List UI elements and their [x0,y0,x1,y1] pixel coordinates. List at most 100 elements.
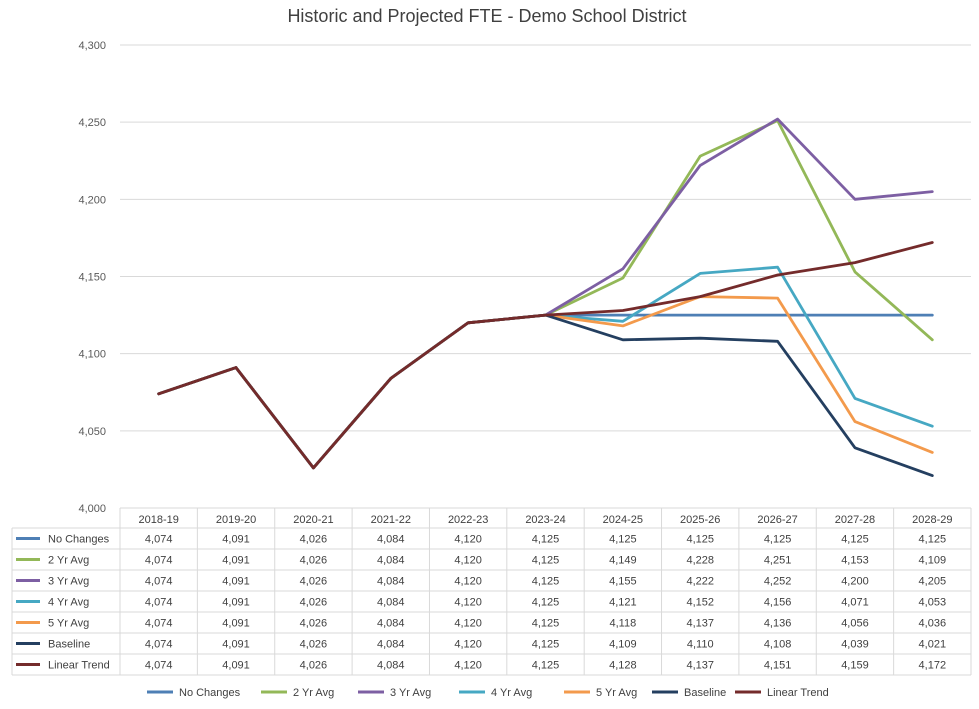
table-cell: 4,149 [609,555,637,567]
table-cell: 4,026 [300,660,328,672]
table-cell: 4,125 [686,534,714,546]
series-line [157,313,934,470]
legend-label: Baseline [684,687,726,699]
legend-label: Linear Trend [767,687,829,699]
y-tick-label: 4,000 [78,503,106,515]
table-cell: 4,091 [222,597,250,609]
y-tick-label: 4,200 [78,194,106,206]
x-tick-label: 2025-26 [680,514,720,526]
table-cell: 4,136 [764,618,792,630]
table-cell: 4,120 [454,555,482,567]
table-cell: 4,026 [300,618,328,630]
table-cell: 4,074 [145,576,173,588]
x-tick-label: 2028-29 [912,514,952,526]
table-cell: 4,091 [222,576,250,588]
x-tick-label: 2023-24 [525,514,565,526]
table-cell: 4,125 [532,618,560,630]
x-tick-label: 2024-25 [603,514,643,526]
table-cell: 4,071 [841,597,869,609]
table-cell: 4,084 [377,576,405,588]
legend: No Changes 2 Yr Avg 3 Yr Avg 4 Yr Avg 5 Yr A… [147,687,829,699]
table-cell: 4,108 [764,639,792,651]
table-cell: 4,137 [686,660,714,672]
legend-label: 2 Yr Avg [293,687,334,699]
table-cell: 4,021 [919,639,947,651]
table-series-name: Linear Trend [48,660,110,672]
table-cell: 4,084 [377,618,405,630]
legend-label: No Changes [179,687,241,699]
table-cell: 4,125 [919,534,947,546]
table-cell: 4,110 [687,639,714,651]
table-cell: 4,155 [609,576,637,588]
y-tick-label: 4,150 [78,272,106,284]
table-cell: 4,205 [919,576,947,588]
series-line [157,241,934,470]
table-cell: 4,252 [764,576,792,588]
x-tick-label: 2022-23 [448,514,488,526]
table-cell: 4,091 [222,555,250,567]
y-axis-ticks: 4,000 4,050 4,100 4,150 4,200 4,250 4,300 [78,40,106,515]
table-cell: 4,200 [841,576,869,588]
table-cell: 4,091 [222,618,250,630]
table-cell: 4,091 [222,639,250,651]
table-cell: 4,125 [532,597,560,609]
table-cell: 4,109 [919,555,947,567]
table-cell: 4,091 [222,660,250,672]
table-cell: 4,109 [609,639,637,651]
y-tick-label: 4,100 [78,349,106,361]
table-cell: 4,084 [377,639,405,651]
table-cell: 4,125 [841,534,869,546]
series-line [157,295,934,470]
table-cell: 4,120 [454,597,482,609]
series-line [157,265,934,470]
table-cell: 4,125 [532,534,560,546]
chart-title: Historic and Projected FTE - Demo School… [287,6,686,26]
table-series-name: Baseline [48,639,90,651]
table-cell: 4,137 [686,618,714,630]
table-cell: 4,026 [300,597,328,609]
table-cell: 4,228 [686,555,714,567]
series-lines [157,117,934,478]
table-cell: 4,074 [145,534,173,546]
table-cell: 4,222 [686,576,714,588]
x-tick-label: 2019-20 [216,514,256,526]
table-cell: 4,056 [841,618,869,630]
table-cell: 4,120 [454,534,482,546]
table-cell: 4,153 [841,555,869,567]
table-series-name: No Changes [48,534,110,546]
table-cell: 4,036 [919,618,947,630]
y-tick-label: 4,050 [78,426,106,438]
table-cell: 4,159 [841,660,869,672]
legend-label: 3 Yr Avg [390,687,431,699]
gridlines [120,44,971,509]
table-cell: 4,091 [222,534,250,546]
table-cell: 4,084 [377,534,405,546]
table-cell: 4,121 [609,597,637,609]
table-cell: 4,125 [764,534,792,546]
table-cell: 4,026 [300,576,328,588]
x-tick-label: 2021-22 [371,514,411,526]
x-tick-label: 2027-28 [835,514,875,526]
table-cell: 4,120 [454,576,482,588]
table-series-name: 5 Yr Avg [48,618,89,630]
table-cell: 4,120 [454,618,482,630]
table-cell: 4,125 [609,534,637,546]
table-series-name: 2 Yr Avg [48,555,89,567]
y-tick-label: 4,300 [78,40,106,52]
table-series-name: 3 Yr Avg [48,576,89,588]
table-cell: 4,156 [764,597,792,609]
table-cell: 4,084 [377,555,405,567]
legend-label: 4 Yr Avg [491,687,532,699]
table-series-name: 4 Yr Avg [48,597,89,609]
table-cell: 4,172 [919,660,947,672]
table-cell: 4,125 [532,576,560,588]
table-cell: 4,125 [532,660,560,672]
x-tick-label: 2026-27 [757,514,797,526]
data-table: 2018-19 2019-20 2020-21 2021-22 2022-23 2023-… [11,507,972,676]
legend-label: 5 Yr Avg [596,687,637,699]
table-cell: 4,026 [300,639,328,651]
table-cell: 4,084 [377,597,405,609]
x-tick-label: 2020-21 [293,514,333,526]
table-cell: 4,125 [532,639,560,651]
table-cell: 4,128 [609,660,637,672]
